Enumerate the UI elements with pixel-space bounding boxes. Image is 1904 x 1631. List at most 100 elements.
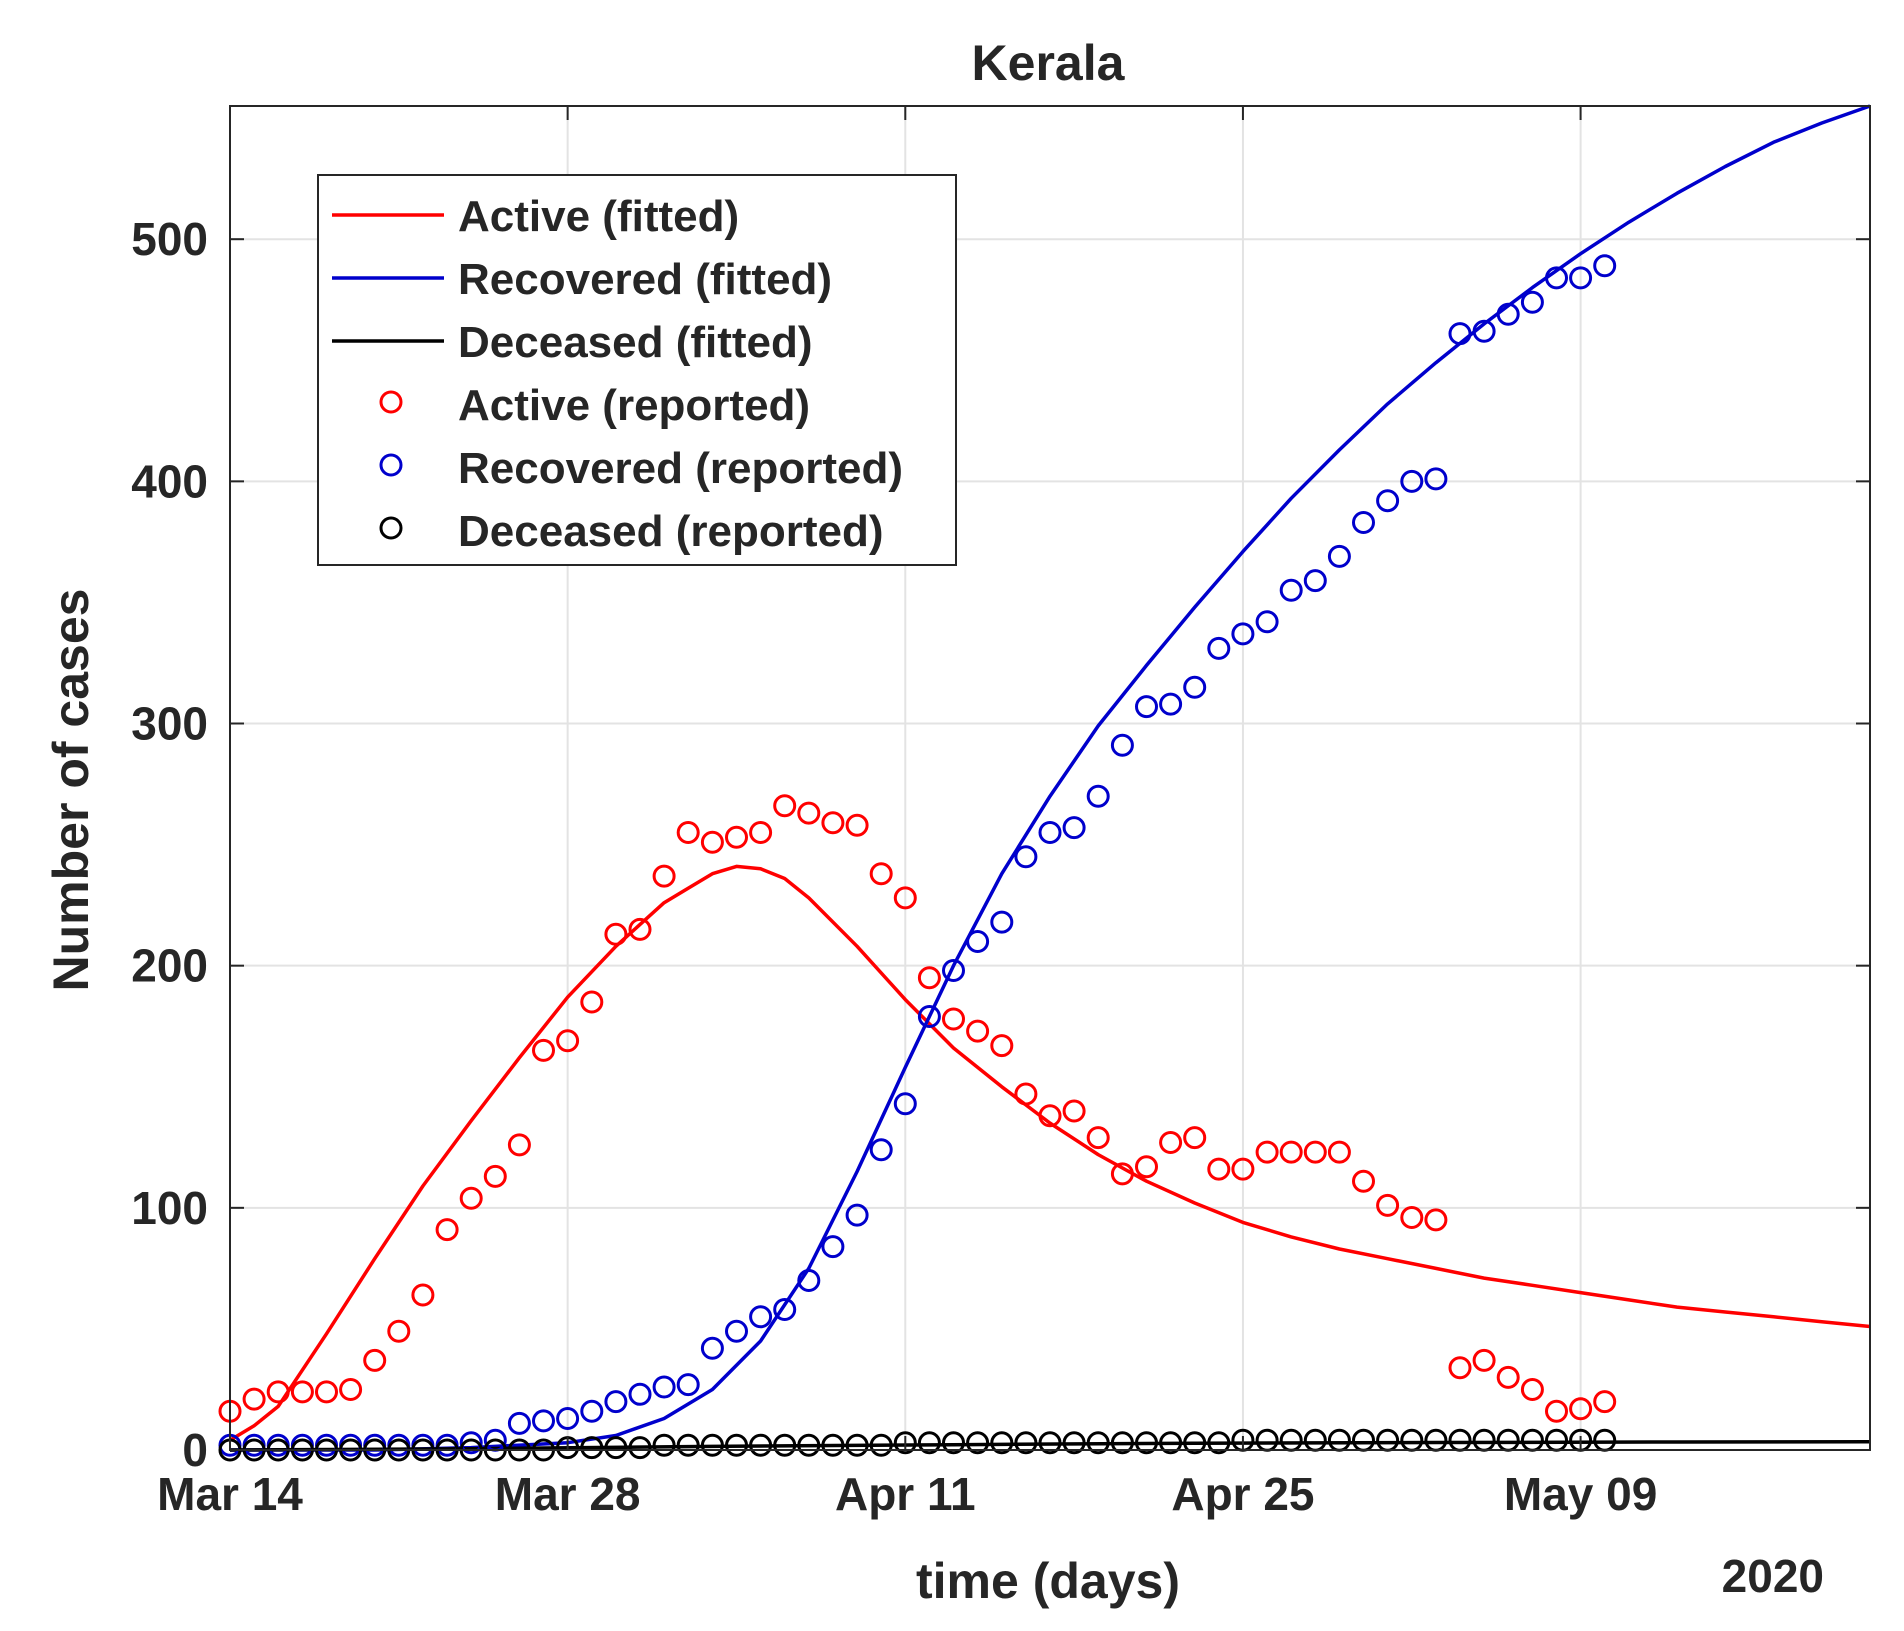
recovered-reported-point xyxy=(1424,467,1448,491)
active-reported-point xyxy=(1352,1169,1375,1193)
active-reported-point xyxy=(966,1019,990,1043)
active-reported-point xyxy=(1448,1356,1472,1380)
deceased-reported-point xyxy=(1038,1431,1062,1455)
deceased-reported-point xyxy=(821,1433,845,1457)
recovered-reported-point xyxy=(700,1336,724,1360)
recovered-reported-point xyxy=(1520,290,1544,314)
active-reported-point xyxy=(556,1029,580,1053)
active-reported-point xyxy=(942,1007,965,1031)
deceased-reported-point xyxy=(797,1433,821,1457)
active-reported-point xyxy=(242,1387,266,1411)
active-reported-point xyxy=(363,1348,387,1372)
active-reported-point xyxy=(459,1186,483,1210)
deceased-reported-point xyxy=(917,1431,941,1455)
deceased-reported-point xyxy=(1014,1431,1038,1455)
deceased-reported-point xyxy=(676,1433,700,1457)
active-reported-point xyxy=(339,1378,363,1401)
x-tick-label: Apr 25 xyxy=(1171,1468,1314,1520)
active-reported-point xyxy=(1593,1390,1617,1414)
active-reported-point xyxy=(1472,1348,1496,1372)
active-reported-point xyxy=(1279,1140,1303,1164)
deceased-reported-point xyxy=(652,1433,676,1457)
active-reported-point xyxy=(1327,1140,1351,1164)
active-reported-point xyxy=(1062,1099,1086,1123)
active-reported-point xyxy=(483,1164,507,1188)
recovered-reported-point xyxy=(628,1382,652,1406)
legend: Active (fitted) Recovered (fitted) Decease… xyxy=(317,174,957,566)
active-reported-point xyxy=(580,990,604,1014)
active-reported-point xyxy=(507,1133,531,1157)
deceased-reported-point xyxy=(1207,1431,1231,1455)
recovered-reported-point xyxy=(893,1092,917,1116)
recovered-reported-point xyxy=(1472,319,1496,343)
deceased-reported-point xyxy=(942,1431,965,1455)
recovered-reported-point xyxy=(1496,302,1520,326)
active-reported-point xyxy=(1376,1193,1400,1217)
y-tick-label: 0 xyxy=(182,1424,208,1476)
recovered-reported-point xyxy=(1014,845,1038,869)
recovered-reported-point xyxy=(1135,695,1158,719)
recovered-reported-point xyxy=(1062,816,1086,840)
active-reported-point xyxy=(1231,1157,1255,1181)
recovered-reported-point xyxy=(821,1235,845,1259)
active-reported-point xyxy=(700,830,724,854)
x-tick-label: May 09 xyxy=(1504,1468,1657,1520)
legend-label-active-fitted: Active (fitted) xyxy=(458,192,739,241)
year-label: 2020 xyxy=(1722,1550,1824,1602)
recovered-reported-point xyxy=(556,1407,580,1430)
legend-swatch-recovered-reported xyxy=(379,453,403,477)
deceased-reported-point xyxy=(628,1436,652,1460)
recovered-reported-point xyxy=(1038,821,1062,844)
active-reported-points xyxy=(218,794,1617,1423)
y-tick-label: 200 xyxy=(131,940,208,992)
active-reported-point xyxy=(797,801,821,825)
recovered-reported-points xyxy=(218,254,1617,1457)
recovered-reported-point xyxy=(1569,266,1593,290)
recovered-reported-point xyxy=(725,1319,748,1343)
chart-title: Kerala xyxy=(972,35,1126,91)
legend-label-active-reported: Active (reported) xyxy=(458,381,810,430)
active-reported-point xyxy=(652,864,676,888)
recovered-reported-point xyxy=(1159,692,1183,716)
active-reported-point xyxy=(315,1380,338,1404)
active-reported-point xyxy=(1496,1365,1520,1389)
recovered-reported-point xyxy=(459,1431,483,1455)
recovered-reported-point xyxy=(917,1005,941,1028)
recovered-reported-point xyxy=(797,1269,821,1292)
recovered-reported-point xyxy=(604,1390,628,1414)
recovered-reported-point xyxy=(1593,254,1617,278)
recovered-reported-point xyxy=(652,1375,676,1399)
deceased-reported-point xyxy=(700,1433,724,1457)
recovered-reported-point xyxy=(942,959,965,982)
x-tick-label: Apr 11 xyxy=(835,1468,976,1520)
recovered-reported-point xyxy=(990,910,1014,934)
legend-swatch-deceased-reported xyxy=(379,516,403,540)
active-reported-point xyxy=(773,794,797,818)
deceased-reported-point xyxy=(1086,1431,1110,1455)
active-fitted-line xyxy=(229,864,1871,1442)
active-reported-point xyxy=(1014,1082,1038,1106)
recovered-reported-point xyxy=(1255,610,1279,634)
active-reported-point xyxy=(676,821,700,844)
recovered-reported-point xyxy=(532,1409,555,1433)
active-reported-point xyxy=(1255,1140,1279,1164)
active-reported-point xyxy=(1303,1140,1327,1164)
active-reported-point xyxy=(1183,1126,1207,1150)
deceased-reported-point xyxy=(1135,1431,1158,1455)
active-reported-point xyxy=(1424,1208,1448,1232)
active-reported-point xyxy=(532,1038,555,1062)
active-reported-point xyxy=(845,813,869,837)
active-reported-point xyxy=(387,1319,411,1343)
active-reported-point xyxy=(893,886,917,910)
recovered-reported-point xyxy=(966,930,990,953)
legend-label-recovered-reported: Recovered (reported) xyxy=(458,444,903,493)
deceased-reported-point xyxy=(966,1431,990,1455)
legend-label-recovered-fitted: Recovered (fitted) xyxy=(458,255,832,304)
deceased-reported-point xyxy=(773,1433,797,1457)
y-tick-label: 100 xyxy=(131,1182,208,1234)
recovered-reported-point xyxy=(1376,489,1400,513)
recovered-reported-point xyxy=(749,1305,773,1329)
recovered-reported-point xyxy=(676,1373,700,1397)
recovered-reported-point xyxy=(1110,733,1134,757)
recovered-fitted-line xyxy=(230,104,1871,1452)
